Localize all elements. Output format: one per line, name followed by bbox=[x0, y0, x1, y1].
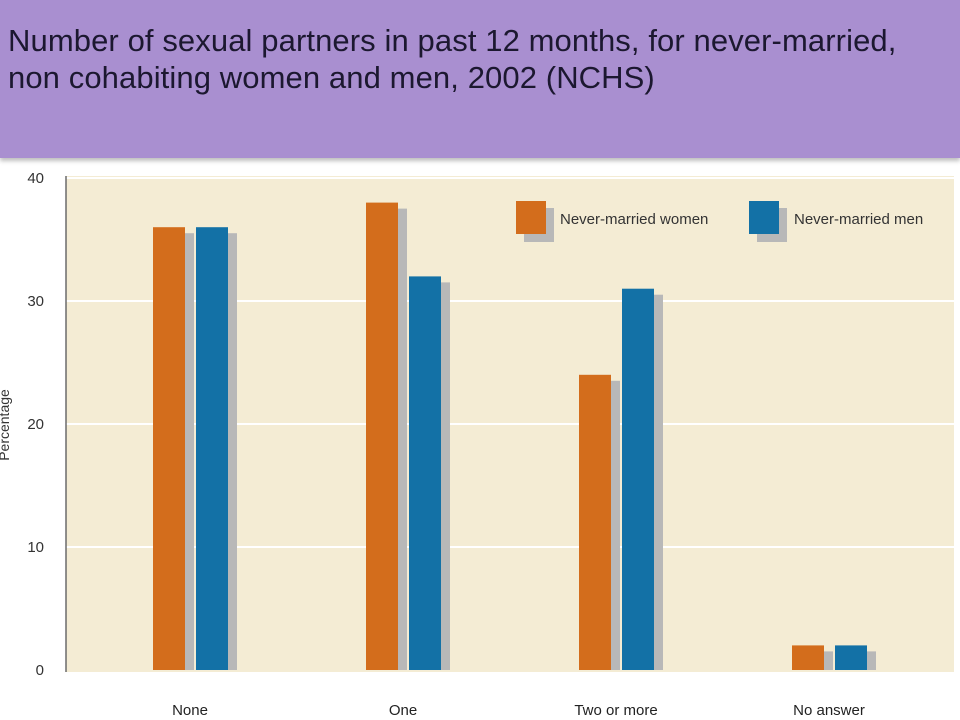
chart-title: Number of sexual partners in past 12 mon… bbox=[8, 23, 897, 95]
x-tick-label: None bbox=[172, 702, 208, 719]
legend-label: Never-married men bbox=[794, 211, 923, 228]
bar-men bbox=[622, 288, 654, 670]
bar-women bbox=[792, 645, 824, 670]
bar-men bbox=[196, 227, 228, 670]
bar-women bbox=[366, 202, 398, 670]
bar-men bbox=[409, 276, 441, 670]
legend-swatch bbox=[516, 201, 546, 234]
y-axis-title: Percentage bbox=[0, 389, 12, 461]
x-tick-label: No answer bbox=[793, 702, 865, 719]
y-tick-label: 10 bbox=[27, 539, 44, 556]
x-tick-label: One bbox=[389, 702, 417, 719]
bar-women bbox=[153, 227, 185, 670]
y-tick-label: 20 bbox=[27, 416, 44, 433]
legend-swatch bbox=[749, 201, 779, 234]
x-tick-label: Two or more bbox=[574, 702, 657, 719]
y-tick-label: 30 bbox=[27, 293, 44, 310]
bar-men bbox=[835, 645, 867, 670]
legend-label: Never-married women bbox=[560, 211, 708, 228]
y-tick-label: 0 bbox=[36, 662, 44, 679]
title-band: Number of sexual partners in past 12 mon… bbox=[0, 0, 960, 158]
y-tick-label: 40 bbox=[27, 170, 44, 187]
bar-women bbox=[579, 374, 611, 670]
